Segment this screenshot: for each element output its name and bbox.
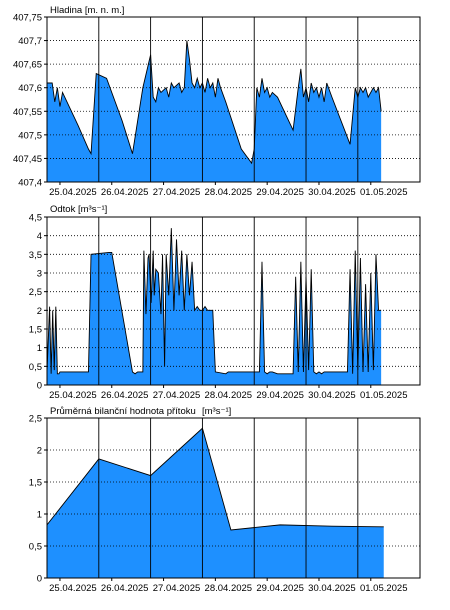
x-tick-label: 30.04.2025 — [308, 187, 356, 198]
x-tick-label: 28.04.2025 — [205, 583, 253, 594]
y-tick-label: 407,75 — [13, 13, 42, 24]
x-tick-label: 29.04.2025 — [256, 583, 304, 594]
x-tick-label: 26.04.2025 — [101, 187, 149, 198]
series-area — [47, 228, 382, 385]
x-tick-label: 26.04.2025 — [101, 583, 149, 594]
y-tick-label: 0,5 — [29, 542, 42, 553]
x-tick-label: 28.04.2025 — [205, 390, 253, 401]
y-tick-label: 3 — [37, 269, 42, 280]
chart-title: Hladina [m. n. m.] — [50, 5, 124, 16]
x-tick-label: 27.04.2025 — [153, 583, 201, 594]
y-tick-label: 0 — [37, 381, 42, 392]
chart-panel-2: Odtok [m³s⁻¹] 0 0,5 1 1,5 2 2,5 3 3,5 4 4,5 25.04.2… — [29, 204, 421, 401]
y-tick-label: 1 — [37, 343, 42, 354]
y-tick-label: 2,5 — [29, 287, 42, 298]
chart-title: Průměrná bilanční hodnota přítoku — [50, 406, 196, 417]
plot-frame — [46, 216, 421, 386]
y-tick-label: 2 — [37, 446, 42, 457]
y-tick-label: 2,5 — [29, 414, 42, 425]
y-tick-label: 2 — [37, 306, 42, 317]
series-area — [47, 40, 382, 182]
chart-title: Odtok [m³s⁻¹] — [50, 204, 107, 215]
y-tick-label: 4 — [37, 231, 42, 242]
y-tick-label: 407,6 — [18, 83, 42, 94]
x-tick-label: 29.04.2025 — [256, 390, 304, 401]
y-tick-label: 4,5 — [29, 213, 42, 224]
x-tick-label: 25.04.2025 — [49, 187, 97, 198]
x-tick-label: 27.04.2025 — [153, 390, 201, 401]
x-tick-label: 01.05.2025 — [360, 390, 408, 401]
y-tick-label: 0,5 — [29, 362, 42, 373]
series-line — [46, 427, 384, 531]
y-tick-label: 1,5 — [29, 478, 42, 489]
y-tick-label: 407,45 — [13, 154, 42, 165]
series-line — [47, 40, 382, 165]
x-tick-label: 25.04.2025 — [49, 583, 97, 594]
x-tick-label: 25.04.2025 — [49, 390, 97, 401]
plot-frame — [46, 417, 421, 579]
series-area — [47, 428, 384, 578]
chart-panel-1: Hladina [m. n. m.] 407,4 407,45 407,5 407,55… — [13, 5, 421, 198]
x-tick-label: 27.04.2025 — [153, 187, 201, 198]
x-tick-label: 30.04.2025 — [308, 390, 356, 401]
x-tick-label: 30.04.2025 — [308, 583, 356, 594]
x-tick-label: 28.04.2025 — [205, 187, 253, 198]
y-tick-label: 1,5 — [29, 325, 42, 336]
y-tick-label: 3,5 — [29, 250, 42, 261]
y-tick-label: 407,4 — [18, 178, 42, 189]
y-tick-label: 1 — [37, 510, 42, 521]
y-tick-label: 407,65 — [13, 60, 42, 71]
x-tick-label: 29.04.2025 — [256, 187, 304, 198]
y-tick-label: 407,5 — [18, 130, 42, 141]
chart-panel-3: Průměrná bilanční hodnota přítoku [m³s⁻¹]… — [29, 406, 421, 594]
plot-frame — [46, 16, 421, 183]
x-tick-label: 01.05.2025 — [360, 583, 408, 594]
y-tick-label: 407,55 — [13, 107, 42, 118]
chart-unit: [m³s⁻¹] — [202, 406, 231, 417]
x-tick-label: 26.04.2025 — [101, 390, 149, 401]
y-tick-label: 407,7 — [18, 36, 42, 47]
x-tick-label: 01.05.2025 — [360, 187, 408, 198]
y-tick-label: 0 — [37, 574, 42, 585]
